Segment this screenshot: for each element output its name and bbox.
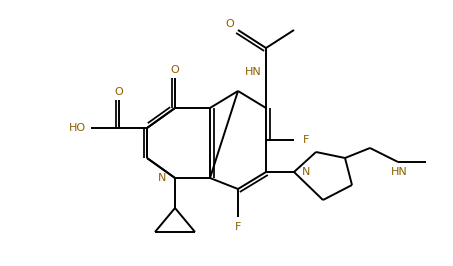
Text: O: O [115,87,123,97]
Text: O: O [171,65,179,75]
Text: HN: HN [390,167,407,177]
Text: N: N [158,173,166,183]
Text: HO: HO [68,123,86,133]
Text: HN: HN [245,67,261,77]
Text: F: F [235,222,241,232]
Text: O: O [226,19,234,29]
Text: F: F [303,135,309,145]
Text: N: N [302,167,310,177]
